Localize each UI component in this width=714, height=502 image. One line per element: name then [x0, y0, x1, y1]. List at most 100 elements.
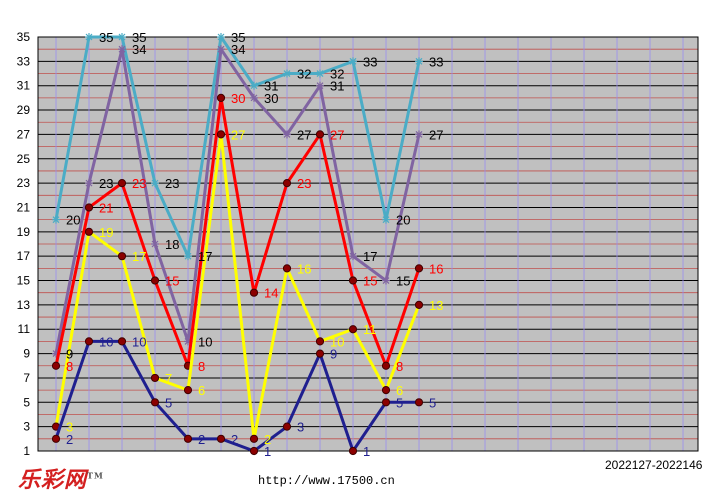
- data-label: 11: [363, 322, 377, 337]
- series-point: [283, 69, 291, 78]
- data-label: 21: [99, 200, 113, 215]
- logo-tm: TM: [87, 470, 104, 481]
- series-point: [348, 325, 358, 334]
- data-label: 2: [198, 432, 205, 447]
- series-point: [118, 33, 126, 41]
- period-range: 2022127-2022146: [605, 458, 703, 472]
- series-point: [150, 276, 160, 285]
- series-line-2: [54, 96, 421, 368]
- data-label: 33: [429, 54, 443, 69]
- series-point: [315, 130, 325, 139]
- series-point: [183, 434, 193, 443]
- series-point: [316, 81, 324, 90]
- star-stroke: [349, 57, 357, 65]
- series-point: [184, 252, 192, 261]
- data-label: 23: [132, 176, 146, 191]
- data-label: 15: [165, 274, 179, 289]
- star-stroke: [283, 70, 291, 77]
- series-point: [382, 215, 390, 224]
- star-stroke: [316, 82, 324, 90]
- star-stroke: [382, 216, 390, 224]
- star-stroke: [118, 45, 126, 53]
- star-stroke: [349, 252, 357, 260]
- series-point: [183, 386, 193, 395]
- star-stroke: [415, 130, 423, 138]
- series-point: [216, 130, 226, 139]
- data-label: 19: [99, 225, 113, 240]
- data-label: 16: [297, 261, 311, 276]
- series-point: [348, 276, 358, 285]
- data-label: 34: [231, 42, 245, 57]
- data-label: 6: [396, 383, 403, 398]
- series-point: [216, 93, 226, 102]
- star-stroke: [415, 57, 423, 65]
- series-layer: [51, 33, 424, 456]
- data-label: 15: [396, 274, 410, 289]
- series-point: [349, 57, 357, 66]
- site-url: http://www.17500.cn: [258, 474, 395, 488]
- data-label: 23: [165, 176, 179, 191]
- y-tick-label: 25: [17, 152, 31, 166]
- series-point: [381, 398, 391, 407]
- data-label: 10: [198, 334, 212, 349]
- star-stroke: [85, 179, 93, 187]
- series-point: [217, 45, 225, 54]
- series-point: [84, 337, 94, 346]
- y-tick-label: 9: [23, 347, 30, 361]
- data-label: 7: [165, 371, 172, 386]
- star-stroke: [283, 130, 291, 138]
- star-stroke: [382, 277, 390, 284]
- plot-border: [37, 36, 699, 452]
- data-label: 17: [132, 249, 146, 264]
- series-point: [249, 288, 259, 297]
- star-stroke: [118, 33, 126, 41]
- data-label: 1: [363, 444, 370, 459]
- data-label: 27: [297, 127, 311, 142]
- series-point: [414, 300, 424, 309]
- data-label: 1: [264, 444, 271, 459]
- series-point: [85, 33, 93, 41]
- data-label: 27: [330, 127, 344, 142]
- data-label: 9: [66, 347, 73, 362]
- star-stroke: [250, 82, 258, 90]
- data-label: 3: [66, 420, 73, 435]
- series-point: [249, 434, 259, 443]
- series-point: [117, 337, 127, 346]
- data-label: 18: [165, 237, 179, 252]
- y-tick-label: 19: [17, 225, 31, 239]
- data-label: 8: [66, 359, 73, 374]
- y-tick-label: 31: [17, 79, 31, 93]
- y-tick-label: 33: [17, 54, 31, 68]
- y-tick-label: 27: [17, 127, 31, 141]
- y-tick-label: 21: [17, 200, 31, 214]
- y-tick-label: 11: [18, 322, 31, 336]
- star-stroke: [184, 252, 192, 260]
- y-tick-label: 23: [17, 176, 31, 190]
- series-point: [382, 276, 390, 285]
- data-label: 5: [396, 395, 403, 410]
- data-label: 5: [165, 395, 172, 410]
- data-label: 10: [330, 334, 344, 349]
- series-point: [118, 45, 126, 54]
- star-stroke: [250, 94, 258, 102]
- series-point: [216, 434, 226, 443]
- series-line-0: [54, 35, 421, 258]
- y-tick-label: 17: [17, 249, 31, 263]
- data-label: 2: [264, 432, 271, 447]
- series-point: [250, 81, 258, 90]
- data-label: 8: [396, 359, 403, 374]
- y-tick-label: 3: [23, 420, 30, 434]
- series-point: [217, 33, 225, 41]
- y-tick-label: 35: [17, 30, 31, 44]
- star-stroke: [151, 179, 159, 187]
- data-label: 31: [264, 79, 278, 94]
- data-label: 16: [429, 261, 443, 276]
- series-point: [316, 69, 324, 78]
- series-point: [414, 264, 424, 273]
- data-label: 27: [231, 127, 245, 142]
- series-point: [282, 264, 292, 273]
- series-point: [381, 386, 391, 395]
- series-point: [381, 361, 391, 370]
- star-stroke: [217, 33, 225, 41]
